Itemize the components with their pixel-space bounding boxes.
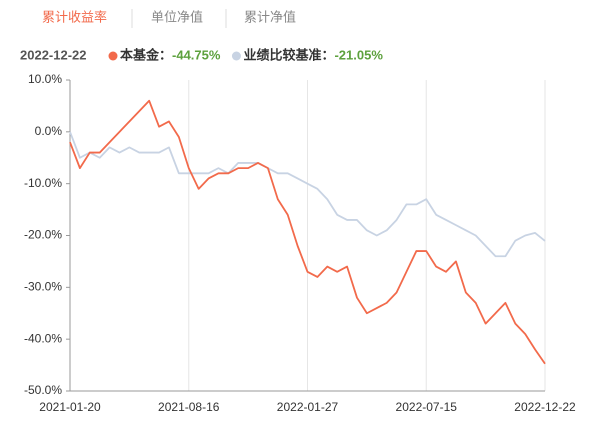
legend-value: -21.05%	[334, 47, 383, 62]
legend-marker	[108, 51, 118, 61]
x-tick-label: 2021-08-16	[158, 400, 220, 414]
plot-area: 10.0% 0.0% -10.0% -20.0% -30.0% -40.0% -50.0% 2…	[24, 72, 576, 414]
y-tick-label: -20.0%	[24, 228, 62, 242]
x-tick-label: 2022-12-22	[514, 400, 576, 414]
tab[interactable]: 累计收益率	[42, 9, 107, 24]
tab[interactable]: 累计净值	[244, 9, 296, 24]
y-tick-label: -50.0%	[24, 383, 62, 397]
x-tick-label: 2022-01-27	[277, 400, 339, 414]
legend-marker	[231, 51, 241, 61]
tab[interactable]: 单位净值	[151, 9, 203, 24]
legend-date: 2022-12-22	[20, 47, 87, 62]
y-tick-label: -30.0%	[24, 280, 62, 294]
y-tick-label: -40.0%	[24, 331, 62, 345]
y-tick-label: 0.0%	[35, 124, 63, 138]
y-tick-label: 10.0%	[28, 72, 62, 86]
y-tick-label: -10.0%	[24, 176, 62, 190]
legend-value: -44.75%	[172, 47, 221, 62]
x-tick-label: 2022-07-15	[396, 400, 458, 414]
legend: 本基金： -44.75% 业绩比较基准： -21.05%	[108, 47, 383, 62]
series-line	[69, 99, 546, 365]
series-line	[69, 131, 546, 258]
legend-label: 本基金：	[120, 47, 172, 62]
legend-label: 业绩比较基准：	[243, 47, 334, 62]
x-tick-label: 2021-01-20	[39, 400, 101, 414]
